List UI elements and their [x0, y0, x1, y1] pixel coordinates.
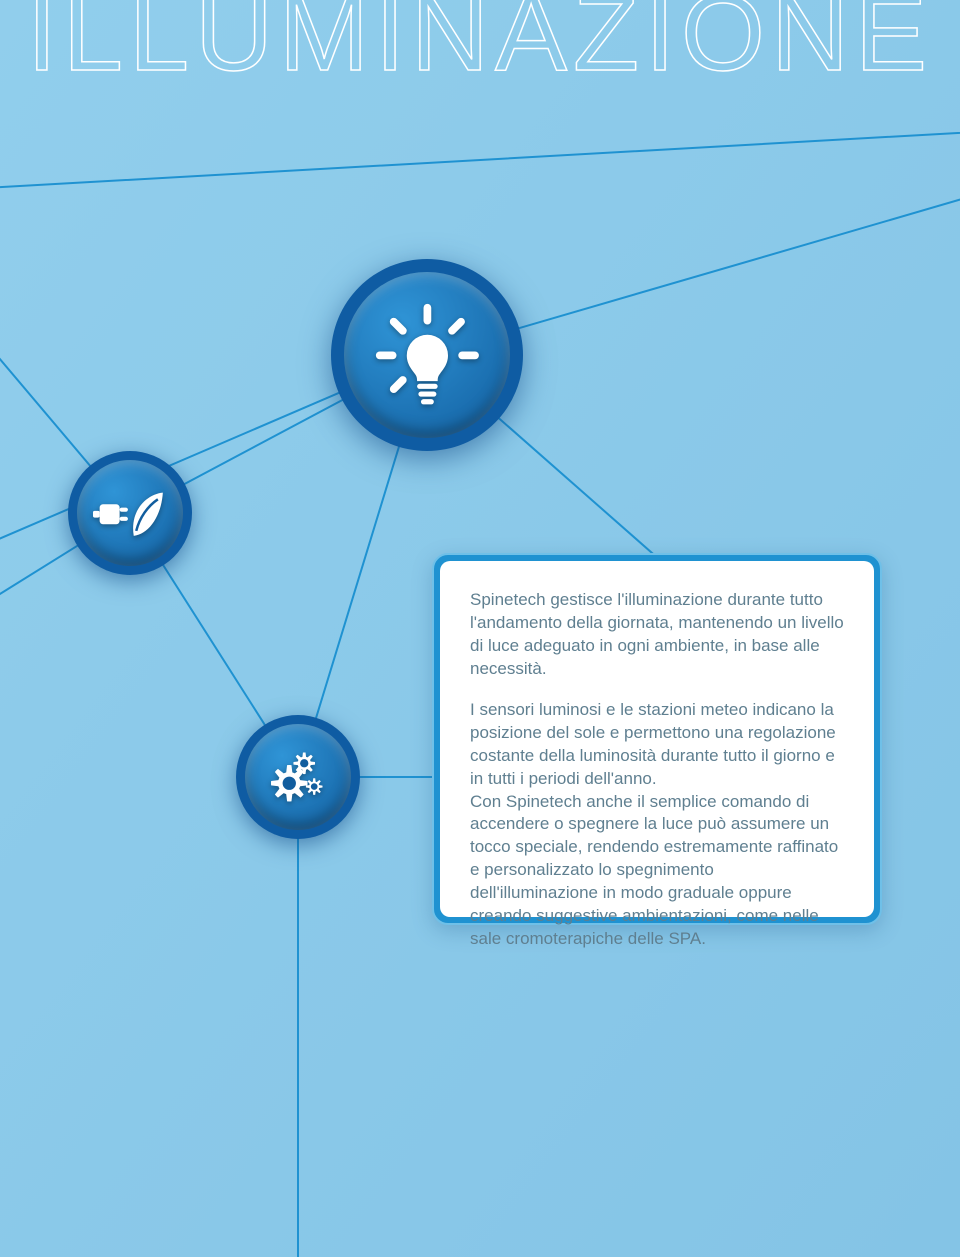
description-box: Spinetech gestisce l'illuminazione duran…	[432, 553, 882, 925]
description-paragraph-1: Spinetech gestisce l'illuminazione duran…	[470, 589, 844, 681]
node-gears	[236, 715, 360, 839]
plug-leaf-icon	[77, 460, 184, 567]
svg-text:ILLUMINAZIONE: ILLUMINAZIONE	[27, 0, 933, 93]
description-paragraph-2: I sensori luminosi e le stazioni meteo i…	[470, 699, 844, 951]
page-title: ILLUMINAZIONE	[0, 0, 960, 125]
node-light	[331, 259, 523, 451]
lightbulb-icon	[344, 272, 509, 437]
gears-icon	[245, 724, 352, 831]
description-content: Spinetech gestisce l'illuminazione duran…	[440, 561, 874, 917]
node-eco-plug	[68, 451, 192, 575]
